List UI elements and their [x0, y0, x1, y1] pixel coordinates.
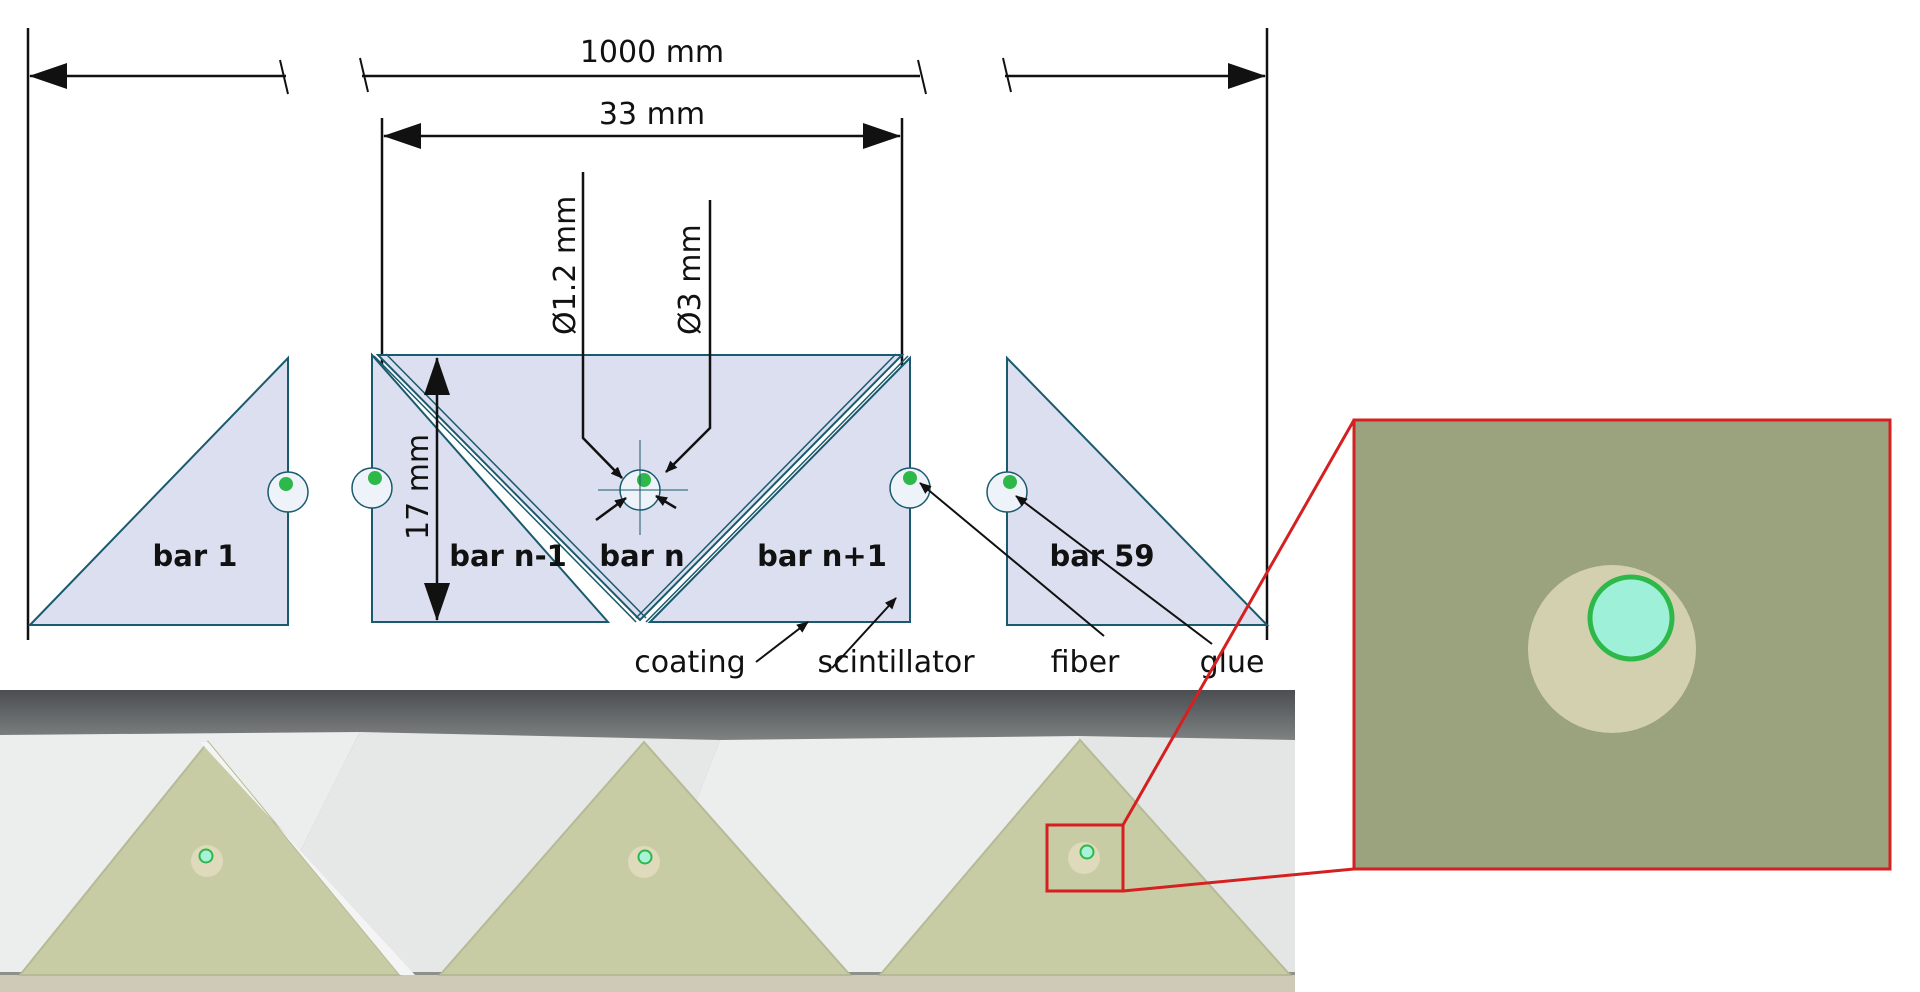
- hole-diameter-label: Ø3 mm: [673, 224, 708, 335]
- zoom-source-box: [1045, 823, 1125, 893]
- bar-height-label: 17 mm: [401, 434, 436, 540]
- coating-callout: coating: [634, 645, 745, 680]
- fiber-bar-n-minus-1: [351, 467, 393, 509]
- bar-n-label: bar n: [599, 539, 684, 573]
- dimension-hole-diameter: Ø3 mm: [655, 200, 712, 510]
- bar-n-plus-1-label: bar n+1: [757, 539, 887, 573]
- fiber-closeup-zoom: [1352, 418, 1892, 871]
- fiber-bar-n: [598, 440, 688, 535]
- fiber-bar-1: [267, 471, 309, 513]
- bar-59-label: bar 59: [1049, 539, 1154, 573]
- callouts: coating scintillator fiber glue: [634, 482, 1264, 680]
- scintillator-callout: scintillator: [817, 645, 975, 680]
- bar-1-label: bar 1: [153, 539, 238, 573]
- fiber-diameter-label: Ø1.2 mm: [548, 196, 583, 335]
- zoom-connectors: [1121, 419, 1356, 893]
- scintillator-bars: bar 1 bar n-1 bar n bar n+1 bar 59: [27, 352, 1270, 626]
- dimension-bar-height: 17 mm: [401, 357, 450, 621]
- total-width-label: 1000 mm: [580, 35, 724, 70]
- scintillator-bars-photo: [0, 690, 1295, 992]
- bar-n-minus-1-label: bar n-1: [449, 539, 567, 573]
- dimension-total-width: 1000 mm: [26, 28, 1269, 640]
- fiber-callout: fiber: [1051, 645, 1120, 680]
- fiber-bar-59: [986, 471, 1028, 513]
- zoom-fiber: [1587, 574, 1675, 662]
- bar-pitch-label: 33 mm: [599, 97, 705, 132]
- bar-59-shape: [1006, 355, 1270, 626]
- dimension-fiber-diameter: Ø1.2 mm: [548, 172, 627, 522]
- fiber-bar-n-plus-1: [889, 467, 931, 509]
- bar-1-shape: [27, 355, 289, 626]
